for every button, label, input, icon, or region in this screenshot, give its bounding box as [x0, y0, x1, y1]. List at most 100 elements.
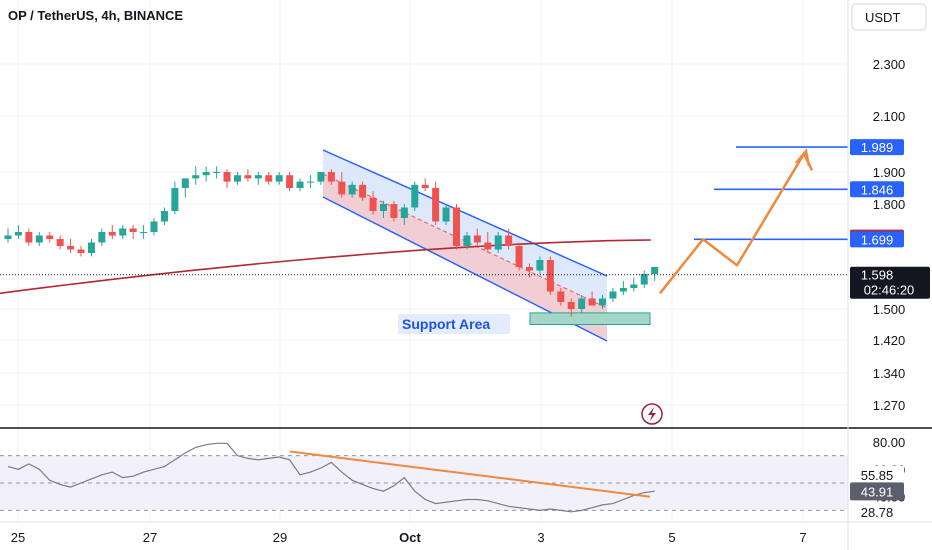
- candle-body: [56, 239, 64, 246]
- countdown-label: 02:46:20: [864, 283, 915, 298]
- y-tick-label: 1.900: [873, 165, 906, 180]
- x-tick-label: 27: [143, 530, 157, 545]
- candle-body: [119, 228, 127, 236]
- candle-body: [338, 181, 346, 195]
- candle: [317, 172, 325, 185]
- candle-body: [4, 235, 12, 239]
- candle: [140, 225, 148, 239]
- candle: [505, 228, 513, 250]
- candle-body: [87, 242, 95, 253]
- candle: [515, 242, 523, 271]
- candle-body: [35, 235, 43, 243]
- candle: [452, 204, 460, 250]
- y-tick-label: 1.340: [873, 366, 906, 381]
- y-tick-label: 2.300: [873, 57, 906, 72]
- candle-body: [254, 175, 262, 179]
- resistance-levels: [0, 146, 848, 276]
- candle: [14, 225, 22, 239]
- candle-body: [630, 284, 638, 288]
- candle-body: [442, 207, 450, 222]
- rsi-tick-label: 80.00: [873, 435, 906, 450]
- rsi-value-label: 55.85: [861, 468, 894, 483]
- candle-body: [223, 172, 231, 182]
- candle: [213, 166, 221, 179]
- candle-body: [67, 246, 75, 250]
- candle: [421, 178, 429, 192]
- candle: [56, 235, 64, 250]
- price-badge-label: 1.846: [861, 182, 894, 197]
- candle-body: [160, 211, 168, 222]
- support-area-box: [529, 312, 651, 325]
- y-tick-label: 1.420: [873, 333, 906, 348]
- x-tick-label: 7: [799, 530, 806, 545]
- candle-body: [213, 172, 221, 173]
- candle: [557, 288, 565, 306]
- y-tick-label: 1.800: [873, 197, 906, 212]
- candle: [359, 181, 367, 201]
- candle: [651, 267, 659, 281]
- candle-body: [494, 235, 502, 250]
- price-badge: [850, 139, 904, 156]
- candle: [306, 175, 314, 188]
- candle: [463, 232, 471, 250]
- candle: [150, 218, 158, 236]
- candle-body: [505, 235, 513, 246]
- candle-body: [599, 298, 607, 306]
- candle: [87, 239, 95, 257]
- candle: [338, 172, 346, 198]
- candle-body: [588, 298, 596, 306]
- projection-arrowhead: [795, 148, 811, 167]
- candle: [181, 178, 189, 198]
- candle: [286, 172, 294, 192]
- x-tick-label: 5: [668, 530, 675, 545]
- candle-body: [129, 228, 137, 232]
- candle-body: [233, 175, 241, 182]
- candle-body: [473, 235, 481, 243]
- y-tick-label: 1.500: [873, 302, 906, 317]
- currency-label: USDT: [865, 10, 900, 25]
- candle: [588, 291, 596, 306]
- y-tick-label: 1.270: [873, 398, 906, 413]
- candle: [400, 204, 408, 225]
- candle-body: [557, 291, 565, 302]
- support-area-text: Support Area: [402, 316, 490, 332]
- candle: [67, 239, 75, 253]
- lightning-icon[interactable]: [641, 403, 663, 425]
- candle: [46, 232, 54, 243]
- candle-body: [515, 246, 523, 267]
- price-badge: [850, 231, 904, 248]
- candle: [599, 295, 607, 309]
- rsi-line: [7, 442, 655, 513]
- candle: [119, 225, 127, 239]
- candle-body: [640, 274, 648, 285]
- candle-body: [286, 175, 294, 188]
- last-price-badge: [850, 266, 930, 299]
- candle: [484, 232, 492, 253]
- x-tick-label: 25: [11, 530, 25, 545]
- candle: [254, 172, 262, 185]
- candle: [171, 181, 179, 215]
- candle-body: [546, 260, 554, 292]
- chart-title: OP / TetherUS, 4h, BINANCE: [8, 8, 183, 23]
- price-badge-label: 1.699: [861, 232, 894, 247]
- candle: [4, 228, 12, 243]
- candle: [442, 204, 450, 225]
- candle: [233, 172, 241, 185]
- candle: [327, 169, 335, 185]
- candle: [35, 232, 43, 246]
- candle: [578, 295, 586, 313]
- candle: [77, 246, 85, 257]
- candle-body: [317, 172, 325, 182]
- candle: [160, 207, 168, 225]
- candle-body: [432, 188, 440, 222]
- projection-path: [659, 148, 814, 295]
- candle-body: [484, 242, 492, 250]
- candle: [25, 228, 33, 246]
- candle-body: [171, 188, 179, 211]
- moving-average: [0, 239, 652, 295]
- candle-body: [619, 288, 627, 292]
- candle-body: [390, 204, 398, 218]
- currency-button[interactable]: USDT: [851, 3, 927, 31]
